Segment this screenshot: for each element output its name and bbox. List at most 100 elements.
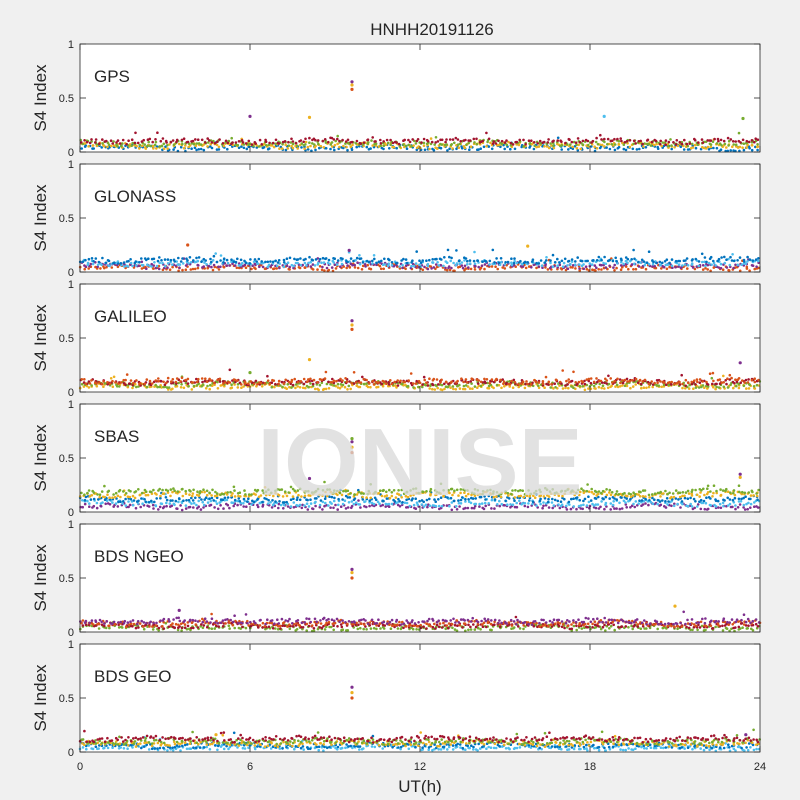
data-point <box>468 148 471 151</box>
data-point <box>148 264 151 268</box>
data-point <box>176 628 180 632</box>
data-point <box>629 495 633 499</box>
data-point <box>196 490 199 494</box>
data-point <box>452 499 456 503</box>
data-point <box>640 386 643 390</box>
data-point <box>615 383 619 387</box>
data-point <box>320 261 323 265</box>
data-point <box>131 494 135 498</box>
data-point <box>478 502 481 506</box>
data-point <box>484 504 488 508</box>
data-point <box>462 380 465 384</box>
data-point <box>609 508 612 511</box>
data-point <box>499 257 503 260</box>
data-point <box>114 502 118 505</box>
data-point <box>236 143 240 147</box>
data-point <box>515 140 519 144</box>
data-point <box>757 257 760 260</box>
data-point <box>276 261 280 264</box>
data-point <box>683 138 686 142</box>
data-point <box>98 495 101 499</box>
data-point <box>199 147 203 151</box>
data-point <box>180 626 184 630</box>
data-point <box>694 386 698 389</box>
data-point <box>201 380 204 384</box>
data-point <box>524 382 527 386</box>
data-point <box>620 139 623 143</box>
data-point <box>311 507 315 511</box>
data-point <box>501 378 505 381</box>
data-point <box>94 257 98 260</box>
data-point <box>754 145 757 149</box>
data-point <box>596 142 600 146</box>
data-point <box>660 144 663 148</box>
data-point <box>267 498 270 502</box>
data-point <box>338 386 342 390</box>
data-point <box>490 498 494 502</box>
data-point <box>155 493 158 496</box>
data-point <box>473 504 477 508</box>
data-point <box>150 499 153 503</box>
data-point <box>549 142 552 145</box>
data-point <box>190 388 194 391</box>
data-point <box>383 257 386 261</box>
data-point <box>321 256 325 260</box>
data-point <box>195 256 198 260</box>
data-point <box>91 262 95 266</box>
data-point <box>433 143 437 146</box>
data-point <box>166 376 170 380</box>
data-point <box>215 496 219 500</box>
data-point <box>629 386 632 390</box>
data-point <box>553 382 556 386</box>
data-point <box>508 385 512 388</box>
data-point <box>339 265 342 269</box>
data-point <box>122 500 125 503</box>
data-point <box>143 498 146 501</box>
data-point <box>695 265 699 268</box>
data-point <box>518 499 521 503</box>
data-point <box>719 493 723 497</box>
data-point <box>513 147 517 151</box>
data-point <box>625 497 628 500</box>
data-point <box>367 260 371 264</box>
data-point <box>210 627 214 630</box>
data-point <box>234 380 237 384</box>
data-point <box>681 386 684 390</box>
data-point <box>366 385 370 389</box>
data-point <box>231 141 234 144</box>
data-point <box>332 506 335 510</box>
data-point <box>116 494 120 498</box>
data-point <box>422 505 426 508</box>
data-point <box>131 141 134 145</box>
data-point <box>444 140 447 144</box>
data-point <box>581 380 585 384</box>
data-point <box>668 381 671 384</box>
data-point <box>202 488 205 492</box>
data-point <box>228 627 231 630</box>
data-point <box>525 380 528 383</box>
data-point <box>356 266 360 270</box>
data-point <box>166 489 170 493</box>
data-point <box>202 506 205 509</box>
data-point <box>673 382 676 386</box>
data-point <box>732 489 736 492</box>
data-point <box>129 497 133 501</box>
data-point <box>267 143 271 147</box>
data-point <box>437 264 441 267</box>
data-point <box>184 144 187 147</box>
data-point <box>277 142 281 145</box>
data-point <box>334 139 338 143</box>
data-point <box>125 143 128 146</box>
data-point <box>695 493 699 497</box>
data-point <box>426 384 430 387</box>
data-point <box>115 141 118 144</box>
data-point <box>307 261 310 265</box>
data-point <box>312 378 316 382</box>
data-point <box>594 503 598 506</box>
data-point <box>753 140 756 144</box>
data-point <box>296 258 300 261</box>
data-point <box>146 144 149 148</box>
data-point <box>447 626 450 630</box>
data-point <box>705 380 708 384</box>
data-point <box>682 148 686 151</box>
